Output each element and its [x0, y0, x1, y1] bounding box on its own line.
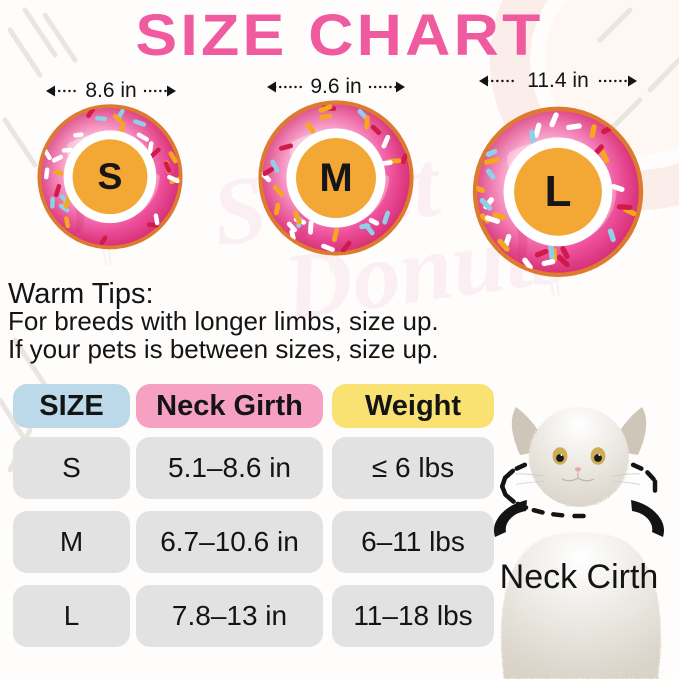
svg-text:Neck Cirth: Neck Cirth: [500, 558, 659, 596]
svg-text:S: S: [98, 155, 123, 197]
svg-text:M: M: [319, 156, 352, 200]
svg-text:L: L: [545, 167, 572, 216]
